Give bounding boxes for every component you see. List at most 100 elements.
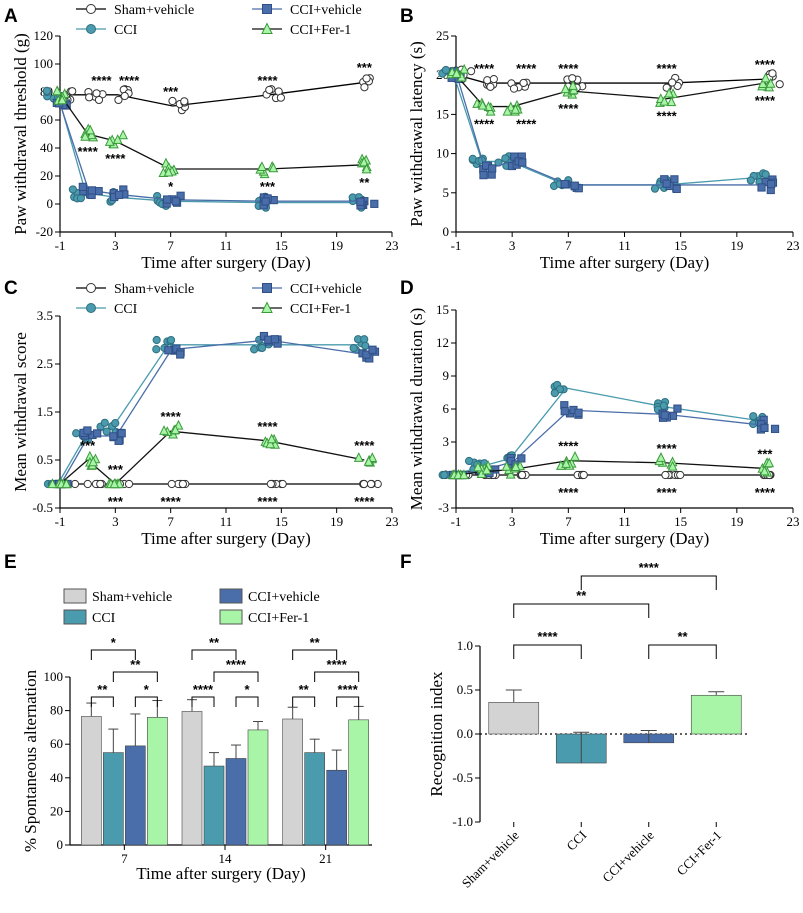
significance-bracket-e — [314, 671, 360, 682]
data-point-d — [659, 401, 668, 410]
x-tick-label-b: 15 — [674, 238, 687, 253]
legend-label-c: CCI — [114, 302, 138, 317]
data-point-a — [362, 74, 371, 83]
x-tick-label-b: 7 — [565, 238, 572, 253]
significance-label-c: **** — [354, 438, 375, 453]
data-point-a — [114, 95, 123, 105]
significance-label-a: * — [168, 179, 174, 194]
significance-label-a: **** — [119, 73, 140, 88]
legend-marker-a — [86, 24, 96, 34]
significance-label-b: **** — [558, 101, 579, 116]
data-point-a — [85, 93, 94, 102]
y-axis-title-c: Mean withdrawal score — [11, 332, 30, 492]
data-point-b — [510, 103, 521, 114]
data-point-a — [168, 96, 177, 106]
data-point-c — [93, 429, 102, 438]
x-tick-label-c: 15 — [275, 514, 288, 529]
x-axis-title-e: Time after surgery (Day) — [136, 864, 306, 883]
y-tick-label-d: 9 — [443, 368, 450, 383]
bar-e — [247, 729, 269, 846]
legend-label-e: CCI — [92, 611, 116, 626]
bar-e — [304, 752, 325, 846]
data-point-b — [765, 77, 776, 88]
x-tick-label-c: 19 — [330, 514, 343, 529]
bar-e — [348, 719, 369, 846]
legend-label-e: CCI+vehicle — [248, 590, 320, 605]
data-point-b — [488, 164, 497, 173]
x-tick-label-d: 23 — [787, 514, 800, 529]
data-point-c — [176, 350, 185, 359]
y-tick-label-c: -0.5 — [32, 500, 53, 515]
significance-label-a: **** — [91, 73, 112, 88]
x-tick-label-a: 19 — [330, 238, 343, 253]
significance-label-a: **** — [105, 151, 126, 166]
data-point-c — [102, 427, 111, 436]
chart-panel-c: -0.5 0.5 1.5 2.5 3.5 -1 3 7 11 15 19 23 Time after s… — [11, 282, 399, 548]
data-point-b — [483, 76, 492, 85]
x-axis-title-a: Time after surgery (Day) — [141, 253, 311, 272]
data-point-c — [117, 429, 126, 438]
data-point-c — [83, 426, 92, 435]
x-tick-label-a: 15 — [275, 238, 288, 253]
data-point-c — [47, 478, 58, 489]
significance-label-e: **** — [327, 657, 348, 672]
bar-e — [203, 765, 225, 846]
data-point-d — [560, 407, 569, 416]
data-point-a — [52, 85, 62, 96]
data-point-b — [479, 171, 488, 180]
x-tick-label-f: CCI+Fer-1 — [674, 828, 725, 879]
significance-label-a: ** — [359, 175, 370, 190]
x-tick-label-b: 19 — [730, 238, 743, 253]
x-tick-label-b: 11 — [618, 238, 631, 253]
y-tick-label-e: 0 — [57, 837, 64, 852]
data-point-b — [441, 65, 450, 75]
legend-label-a: CCI+Fer-1 — [290, 23, 351, 38]
x-tick-label-c: 11 — [220, 514, 233, 529]
data-point-b — [477, 99, 488, 110]
y-tick-label-d: -3 — [438, 500, 449, 515]
data-point-b — [668, 78, 677, 87]
data-point-a — [370, 199, 379, 208]
data-point-c — [362, 350, 371, 359]
y-tick-label-a: 0 — [47, 196, 54, 211]
x-tick-label-b: 3 — [509, 238, 516, 253]
data-point-b — [768, 69, 777, 78]
data-point-a — [94, 187, 103, 196]
data-point-d — [673, 404, 682, 413]
data-point-c — [361, 341, 370, 350]
data-point-a — [163, 195, 172, 204]
legend-label-a: CCI — [114, 23, 138, 38]
x-tick-label-d: 11 — [618, 514, 631, 529]
y-axis-title-e: % Spontaneous alternation — [21, 669, 40, 852]
significance-bracket-f — [513, 644, 582, 659]
x-tick-label-f: CCI+vehicle — [599, 827, 657, 885]
significance-label-c: *** — [108, 462, 124, 477]
data-point-a — [276, 93, 286, 102]
significance-label-c: **** — [354, 494, 375, 509]
significance-label-e: **** — [193, 682, 214, 697]
legend-marker-c — [86, 283, 96, 293]
y-tick-label-d: 3 — [443, 434, 450, 449]
data-point-d — [749, 412, 758, 421]
y-tick-label-a: 60 — [40, 112, 53, 127]
data-point-c — [349, 343, 358, 353]
data-point-a — [359, 156, 369, 167]
series-line-b — [456, 75, 766, 186]
data-point-b — [502, 105, 513, 116]
significance-bracket-e — [90, 649, 136, 660]
series-line-c — [57, 344, 363, 485]
data-point-b — [459, 63, 470, 74]
data-point-c — [111, 418, 120, 428]
data-point-c — [152, 335, 161, 345]
data-point-c — [266, 479, 275, 489]
data-point-b — [761, 170, 770, 179]
x-tick-label-a: 3 — [112, 238, 119, 253]
x-tick-label-a: -1 — [55, 238, 66, 253]
y-tick-label-b: 5 — [443, 185, 450, 200]
data-point-b — [501, 154, 510, 163]
data-point-d — [550, 388, 559, 398]
y-tick-label-e: 100 — [44, 669, 64, 684]
